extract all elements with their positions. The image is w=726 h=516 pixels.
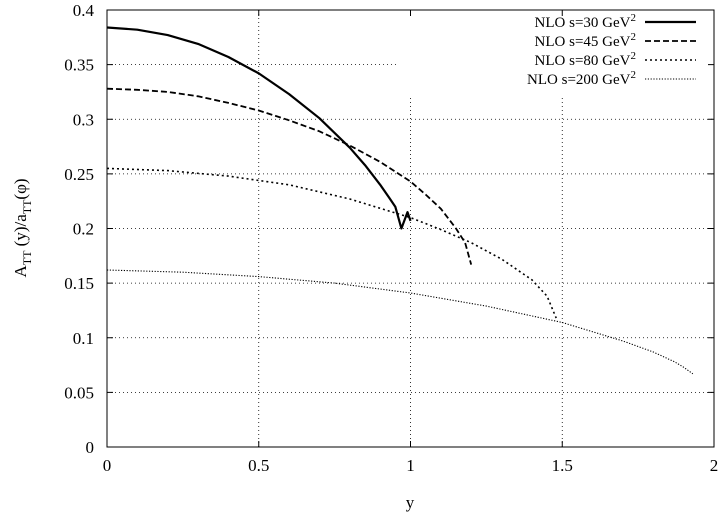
y-tick-label: 0 (86, 438, 95, 457)
y-tick-label: 0.4 (73, 1, 95, 20)
y-tick-label: 0.1 (73, 329, 94, 348)
series-line-3 (106, 167, 557, 319)
series-line-1 (106, 26, 412, 230)
x-tick-label: 1.5 (552, 456, 573, 475)
x-tick-label: 2 (710, 456, 719, 475)
series-layer (106, 26, 694, 375)
legend-label-4: NLO s=200 GeV2 (527, 69, 636, 88)
x-tick-label: 1 (406, 456, 415, 475)
y-axis-label: ATT (y)/aTT(φ) (11, 178, 34, 277)
x-tick-label: 0.5 (248, 456, 269, 475)
x-axis-label: y (406, 493, 415, 512)
legend-label-1: NLO s=30 GeV2 (535, 12, 636, 31)
y-tick-label: 0.15 (64, 274, 94, 293)
grid (107, 10, 714, 447)
series-line-4 (106, 269, 694, 375)
y-tick-label: 0.05 (64, 383, 94, 402)
x-tick-label: 0 (103, 456, 112, 475)
legend-label-2: NLO s=45 GeV2 (535, 31, 636, 50)
series-line-2 (106, 87, 473, 265)
x-tick-labels: 0 0.5 1 1.5 2 (103, 456, 719, 475)
y-tick-label: 0.35 (64, 56, 94, 75)
y-tick-label: 0.3 (73, 110, 94, 129)
y-tick-label: 0.2 (73, 220, 94, 239)
legend-label-3: NLO s=80 GeV2 (535, 50, 636, 69)
y-tick-labels: 0 0.05 0.1 0.15 0.2 0.25 0.3 0.35 0.4 (64, 1, 94, 457)
ticks (106, 9, 715, 448)
y-tick-label: 0.25 (64, 165, 94, 184)
